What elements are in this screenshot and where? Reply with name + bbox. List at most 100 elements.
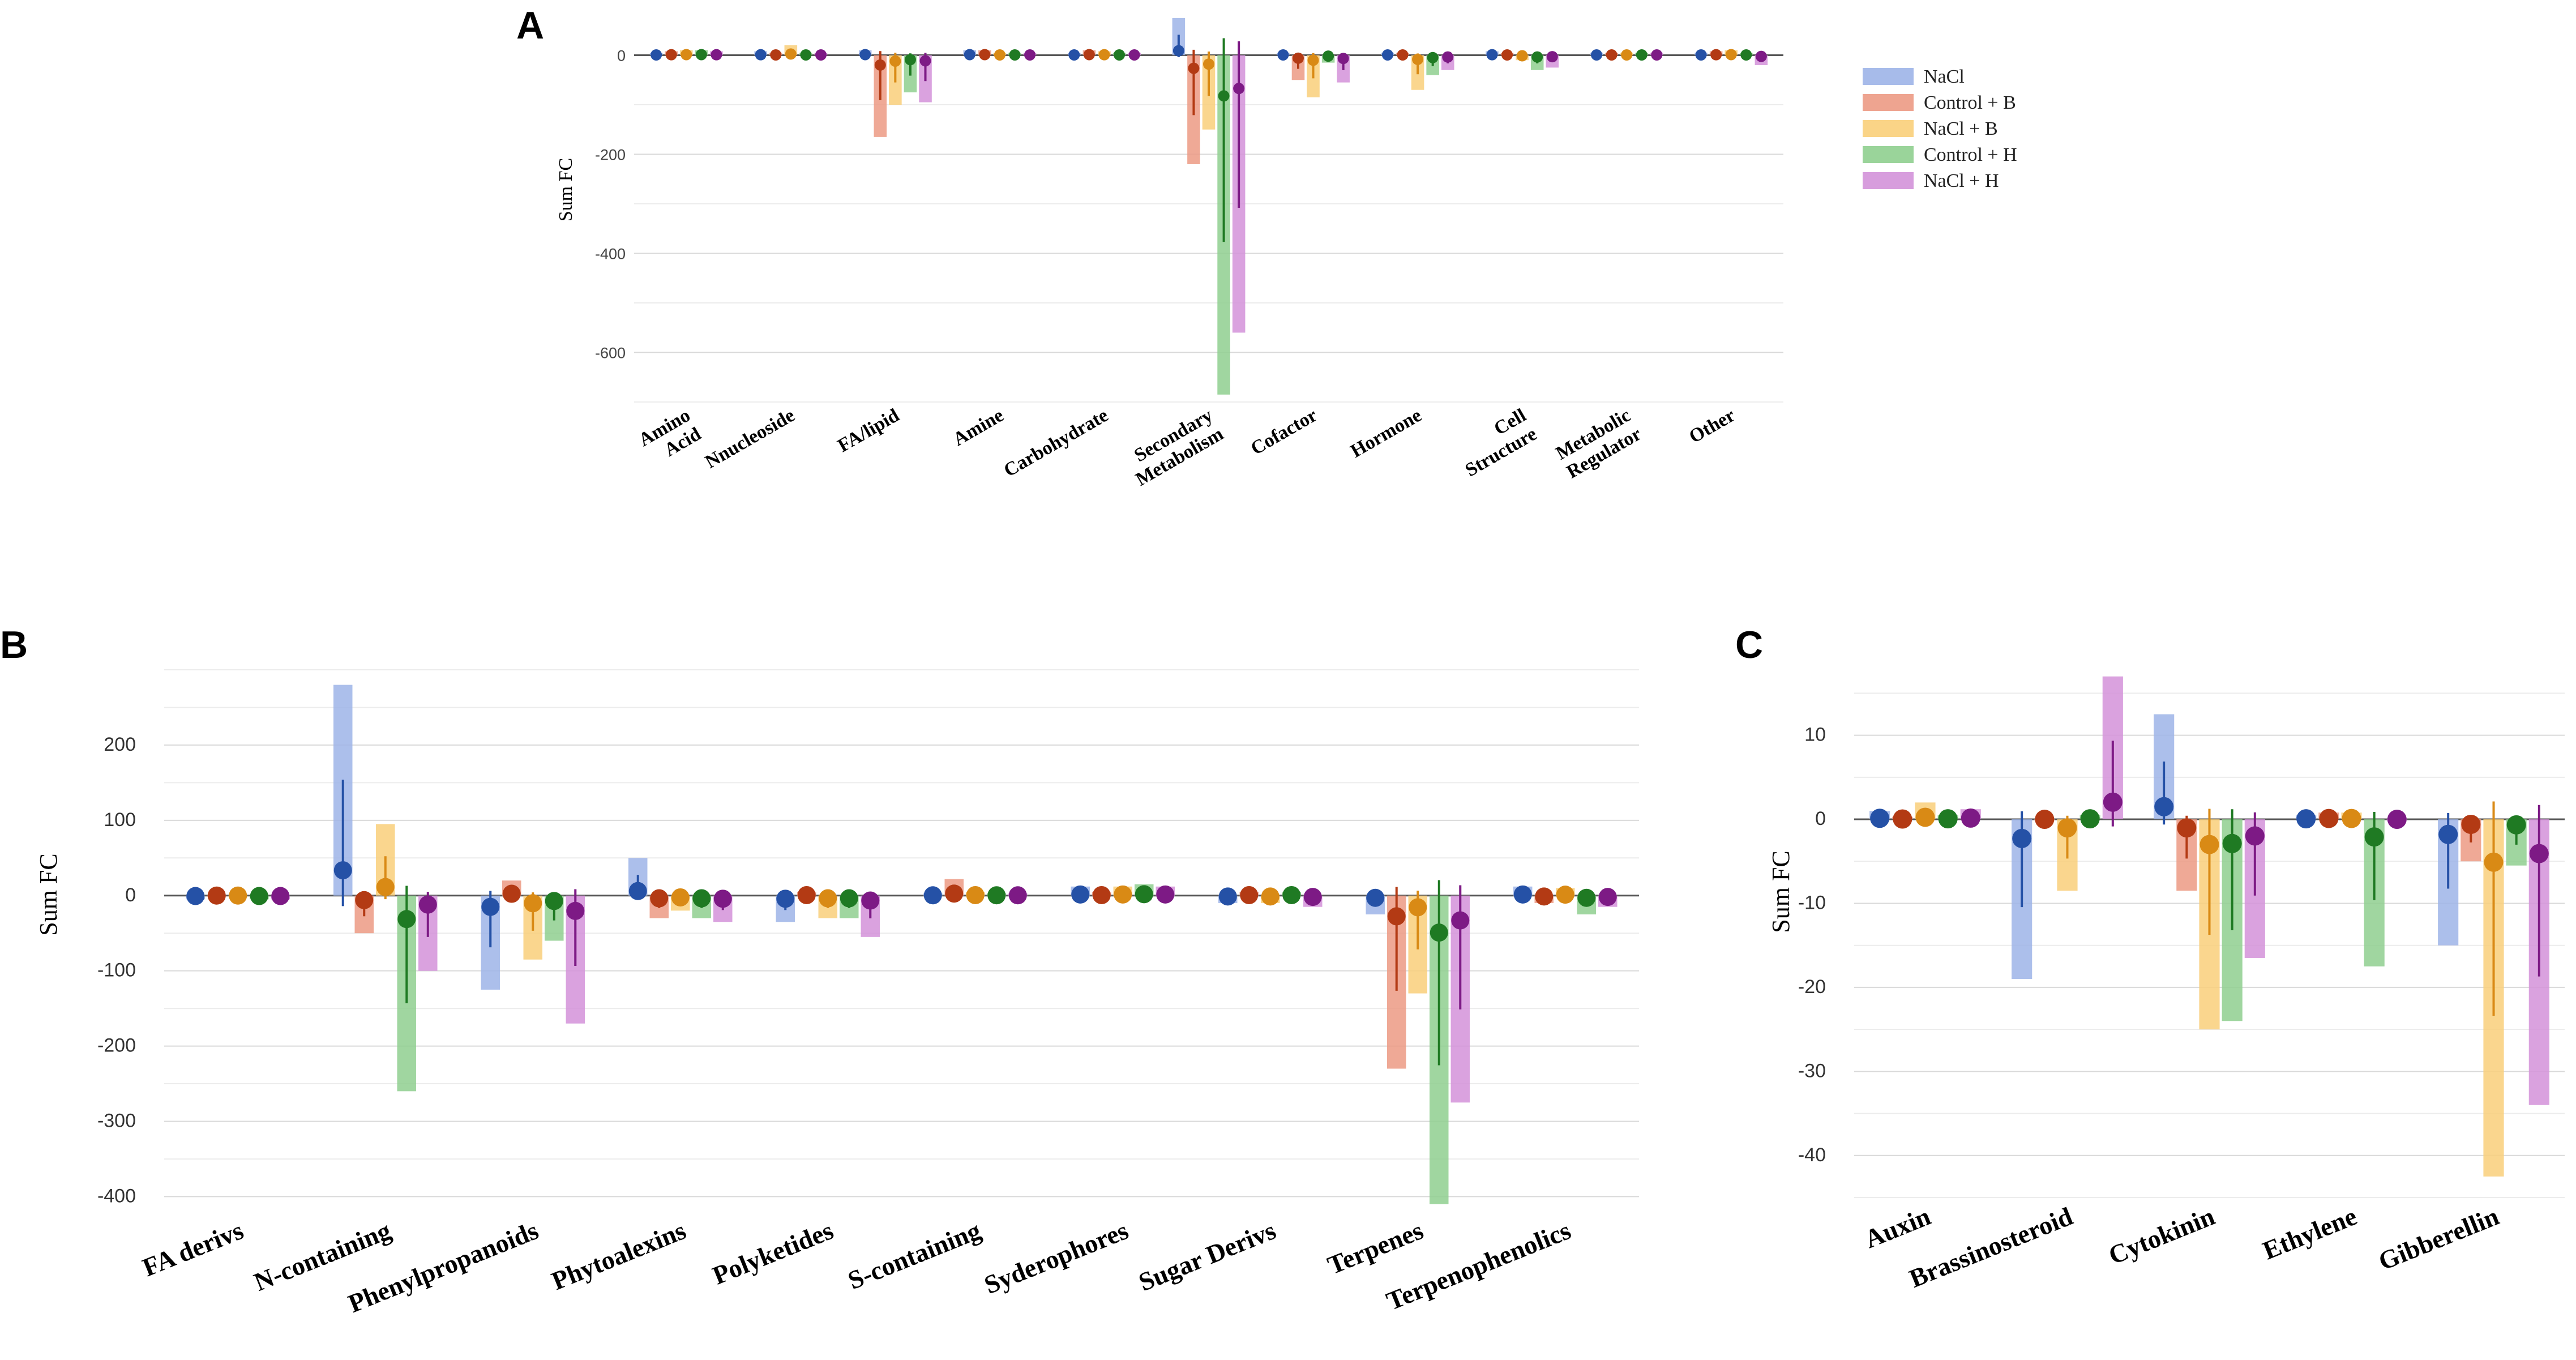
point-control-b-polyketides <box>797 886 816 904</box>
point-control-b-sugar-derivs <box>1240 886 1259 904</box>
point-nacl-h-cofactor <box>1337 53 1349 65</box>
point-control-b-ethylene <box>2319 809 2339 828</box>
point-nacl-b-fa-lipid <box>889 55 901 67</box>
point-nacl-b-s-containing <box>966 886 985 904</box>
point-nacl-b-n-containing <box>376 878 395 896</box>
point-nacl-h-auxin <box>1961 808 1980 828</box>
panel-c-chart: 10 0 -10 -20 -30 -40 Sum FC AuxinBrassinosteroi… <box>1767 676 2565 1293</box>
point-nacl-b-carbohydrate <box>1098 49 1110 61</box>
point-nacl-b-cytokinin <box>2200 835 2219 854</box>
point-nacl-h-s-containing <box>1008 886 1027 905</box>
point-nacl-h-n-containing <box>418 895 437 914</box>
point-control-h-carbohydrate <box>1114 49 1126 61</box>
point-control-b-phenylpropanoids <box>502 884 521 903</box>
point-nacl-fa-derivs <box>186 887 205 905</box>
category-label-cell-structure: CellStructure <box>1451 405 1541 481</box>
point-nacl-h-terpenes <box>1451 911 1470 930</box>
point-nacl-h-gibberellin <box>2529 844 2549 863</box>
point-control-b-auxin <box>1893 809 1912 829</box>
y-axis-label: Sum FC <box>35 853 62 936</box>
point-control-h-metabolic-regulator <box>1636 49 1648 61</box>
point-nacl-h-cytokinin <box>2245 826 2265 846</box>
point-control-b-cell-structure <box>1501 49 1513 61</box>
point-control-b-fa-lipid <box>874 59 886 71</box>
point-nacl-h-amine <box>1024 49 1036 61</box>
point-control-b-terpenes <box>1387 907 1406 926</box>
point-nacl-b-metabolic-regulator <box>1621 49 1633 61</box>
y-tick-label: -600 <box>595 345 626 362</box>
point-control-h-amino-acid <box>695 49 707 61</box>
legend-label-nacl: NaCl <box>1924 66 1965 87</box>
point-control-b-brassinosteroid <box>2035 810 2055 829</box>
point-control-h-sugar-derivs <box>1282 886 1301 904</box>
point-nacl-b-fa-derivs <box>229 886 247 905</box>
point-control-h-amine <box>1009 49 1021 61</box>
point-nacl-h-ethylene <box>2387 810 2407 829</box>
y-tick-label: 0 <box>1815 808 1826 829</box>
point-nacl-b-other <box>1725 49 1737 61</box>
legend-swatch-nacl-b <box>1863 120 1914 137</box>
y-tick-label: -200 <box>97 1035 136 1057</box>
point-nacl-s-containing <box>923 886 942 905</box>
point-nacl-n-containing <box>333 861 352 880</box>
point-nacl-h-syderophores <box>1156 885 1175 904</box>
point-nacl-h-carbohydrate <box>1128 49 1140 61</box>
legend-swatch-nacl <box>1863 68 1914 85</box>
point-nacl-h-sugar-derivs <box>1303 888 1322 906</box>
point-nacl-h-hormone <box>1442 51 1454 63</box>
y-tick-label: -400 <box>97 1185 136 1207</box>
legend-label-control-b: Control + B <box>1924 92 2016 113</box>
point-control-h-phenylpropanoids <box>545 892 563 910</box>
point-control-h-hormone <box>1427 52 1439 63</box>
point-nacl-sugar-derivs <box>1218 887 1237 906</box>
point-nacl-b-sugar-derivs <box>1261 887 1280 906</box>
point-control-b-amine <box>979 49 991 61</box>
point-control-b-s-containing <box>945 884 964 903</box>
category-label-brassinosteroid: Brassinosteroid <box>1905 1201 2077 1293</box>
point-control-b-terpenophenolics <box>1535 887 1554 906</box>
point-nacl-carbohydrate <box>1068 49 1080 61</box>
point-nacl-b-phytoalexins <box>671 888 690 906</box>
y-tick-label: -10 <box>1798 892 1826 913</box>
point-nacl-other <box>1695 49 1707 61</box>
panel-c-label: C <box>1735 623 1763 666</box>
legend-label-nacl-h: NaCl + H <box>1924 170 1999 191</box>
category-label-auxin: Auxin <box>1860 1201 1935 1254</box>
point-nacl-h-secondary-metabolism <box>1233 83 1245 95</box>
legend-swatch-control-h <box>1863 146 1914 163</box>
point-nacl-nnucleoside <box>755 49 767 61</box>
point-nacl-h-terpenophenolics <box>1598 888 1617 906</box>
point-nacl-metabolic-regulator <box>1591 49 1603 61</box>
point-nacl-terpenes <box>1366 888 1385 907</box>
point-nacl-h-fa-derivs <box>271 887 290 905</box>
point-control-b-syderophores <box>1092 886 1111 904</box>
point-nacl-ethylene <box>2296 809 2316 829</box>
point-nacl-cofactor <box>1277 49 1289 61</box>
panel-b-label: B <box>0 623 28 666</box>
point-control-h-secondary-metabolism <box>1218 90 1230 102</box>
point-nacl-b-hormone <box>1412 53 1424 65</box>
category-label-hormone: Hormone <box>1347 405 1425 462</box>
point-nacl-gibberellin <box>2438 824 2458 844</box>
point-nacl-b-polyketides <box>819 889 837 908</box>
point-control-b-hormone <box>1397 49 1409 61</box>
point-control-b-other <box>1710 49 1722 61</box>
y-tick-label: -40 <box>1798 1144 1826 1166</box>
y-tick-label: -200 <box>595 147 626 164</box>
point-control-b-cofactor <box>1292 52 1304 64</box>
legend-label-control-h: Control + H <box>1924 144 2017 165</box>
point-nacl-secondary-metabolism <box>1173 45 1184 57</box>
point-nacl-h-fa-lipid <box>919 55 931 67</box>
point-nacl-b-amino-acid <box>681 49 692 61</box>
point-nacl-hormone <box>1381 49 1393 61</box>
category-label-polyketides: Polyketides <box>708 1216 837 1290</box>
point-control-h-n-containing <box>397 910 416 929</box>
point-control-h-other <box>1740 49 1752 61</box>
category-label-syderophores: Syderophores <box>980 1216 1132 1299</box>
point-control-h-cytokinin <box>2222 833 2242 853</box>
point-control-h-syderophores <box>1135 885 1153 904</box>
category-label-gibberellin: Gibberellin <box>2374 1201 2503 1276</box>
y-axis-label: Sum FC <box>1767 850 1795 933</box>
